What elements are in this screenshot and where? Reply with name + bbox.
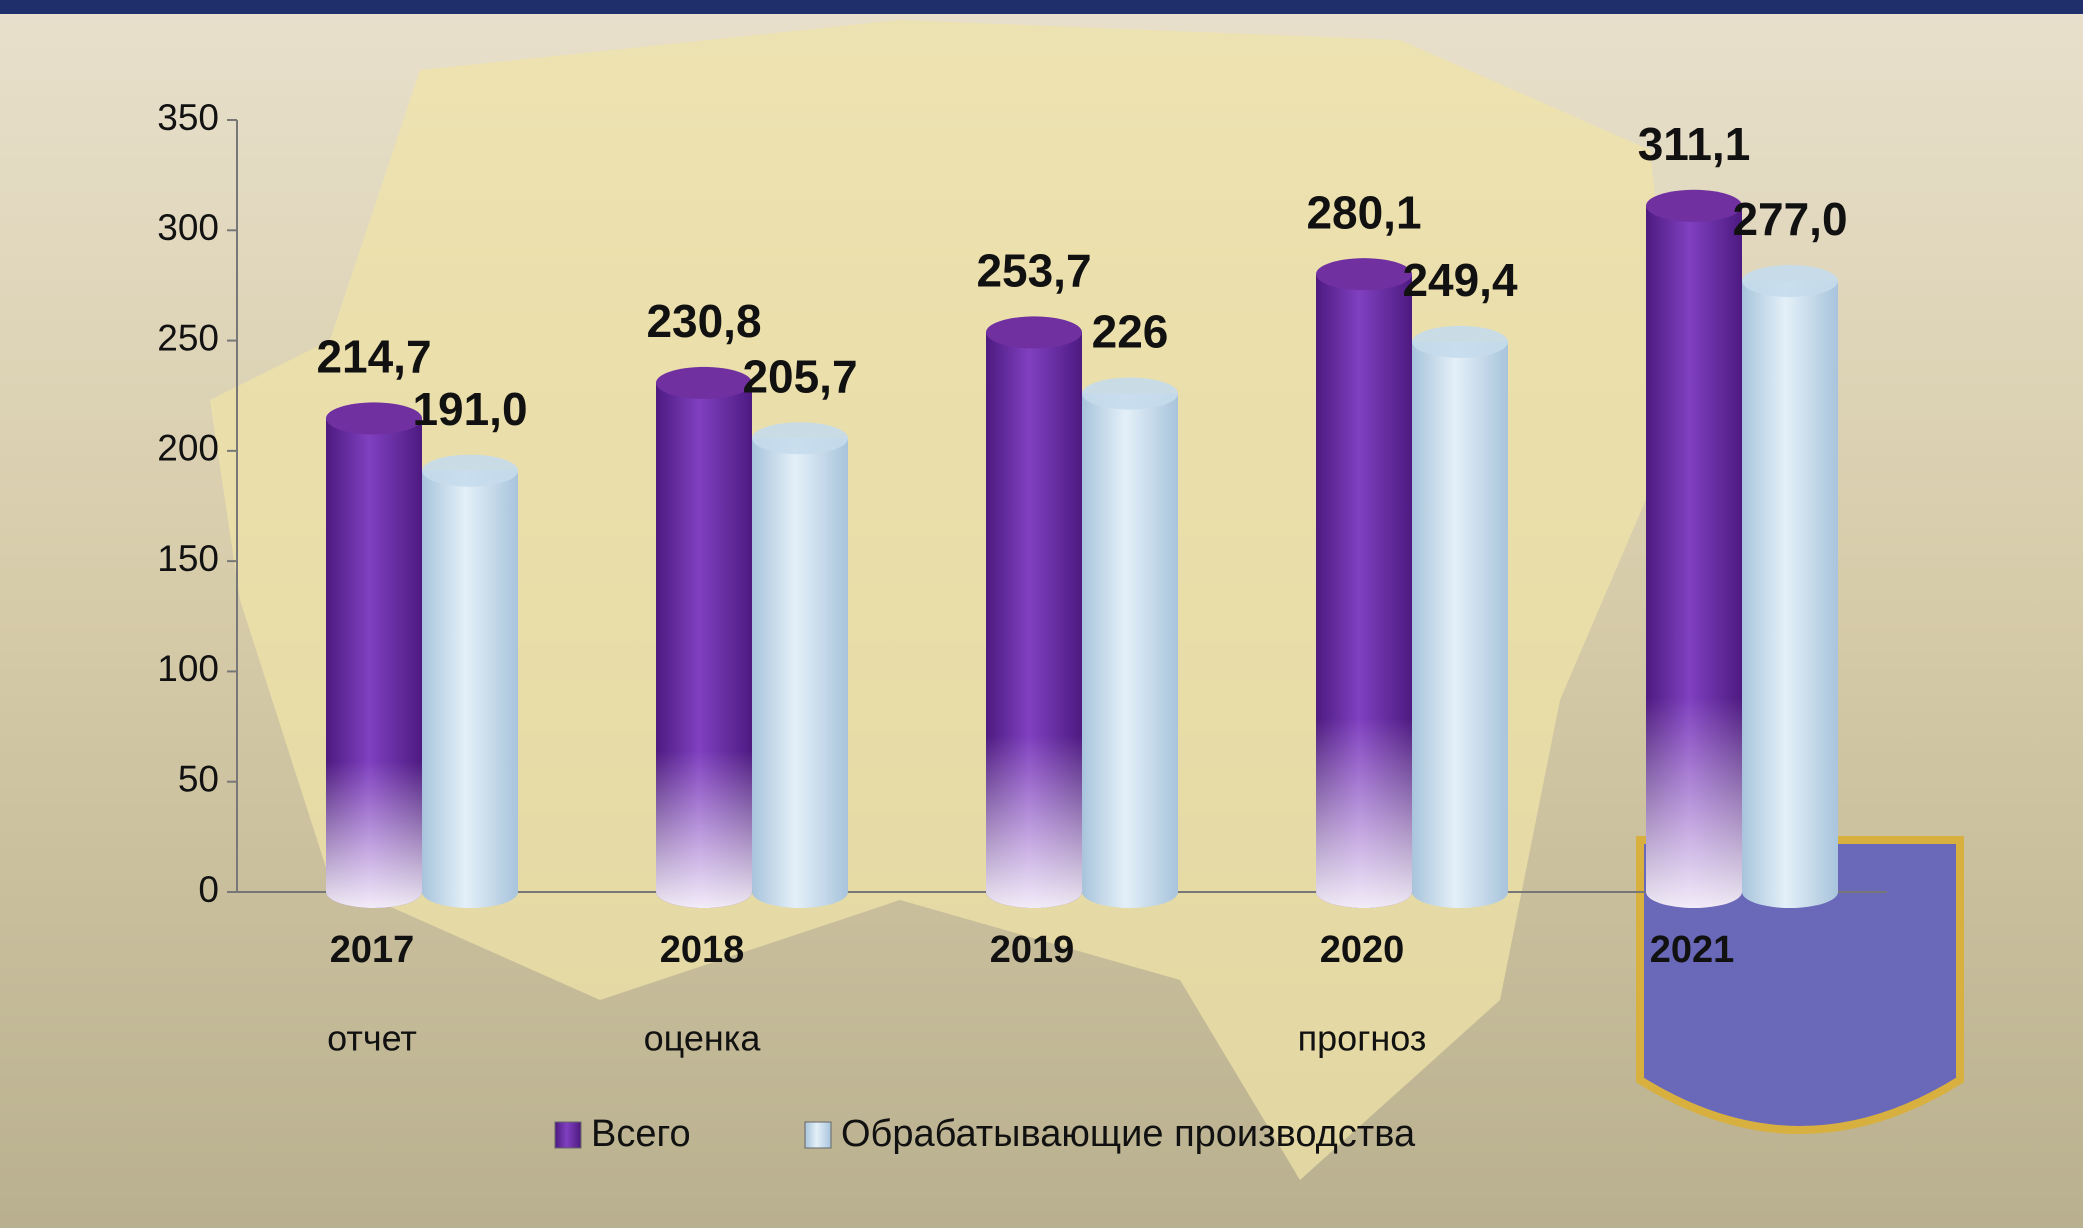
top-banner [0, 0, 2083, 14]
category-note: отчет [327, 1018, 417, 1059]
x-tick-label: 2018 [660, 929, 745, 971]
bar-top [326, 402, 422, 435]
bar-fade [656, 382, 752, 908]
bar-top [1646, 189, 1742, 222]
bar [752, 438, 848, 908]
value-label: 311,1 [1638, 118, 1751, 170]
value-label: 280,1 [1306, 186, 1421, 238]
legend-swatch [804, 1121, 832, 1149]
x-tick-label: 2019 [990, 929, 1075, 971]
bar-top [1412, 325, 1508, 358]
legend-swatch [554, 1121, 582, 1149]
bar-top [1316, 258, 1412, 291]
bar [422, 470, 518, 908]
value-label: 249,4 [1402, 254, 1518, 306]
value-label: 191,0 [412, 383, 527, 435]
category-note: оценка [644, 1018, 762, 1059]
y-tick-label: 350 [157, 97, 219, 138]
value-label: 205,7 [742, 350, 857, 402]
value-label: 277,0 [1732, 193, 1847, 245]
bar-top [656, 366, 752, 399]
y-tick-label: 200 [157, 428, 219, 469]
x-tick-label: 2020 [1320, 929, 1405, 971]
bar-top [752, 422, 848, 455]
bar-top [422, 454, 518, 487]
legend-label: Обрабатывающие производства [841, 1113, 1416, 1155]
coat-of-arms [1636, 836, 1964, 1134]
map-shape [210, 20, 1680, 1180]
y-tick-label: 150 [157, 538, 219, 579]
bar-top [1742, 265, 1838, 298]
bar-fade [1316, 274, 1412, 908]
bar-fade [986, 332, 1082, 908]
y-tick-label: 0 [198, 869, 219, 910]
bar [1742, 281, 1838, 908]
value-label: 214,7 [316, 331, 431, 383]
value-label: 226 [1092, 306, 1169, 358]
bar-top [1082, 377, 1178, 410]
y-tick-label: 50 [178, 758, 219, 799]
legend-label: Всего [591, 1113, 691, 1155]
bar-fade [326, 418, 422, 908]
bar [1412, 341, 1508, 908]
category-note: прогноз [1298, 1018, 1427, 1059]
value-label: 230,8 [646, 295, 761, 347]
x-tick-label: 2021 [1650, 929, 1735, 971]
y-tick-label: 100 [157, 648, 219, 689]
y-tick-label: 300 [157, 207, 219, 248]
bar [1082, 393, 1178, 909]
value-label: 253,7 [976, 245, 1091, 297]
bar-top [986, 316, 1082, 349]
x-tick-label: 2017 [330, 929, 415, 971]
y-tick-label: 250 [157, 317, 219, 358]
bar-fade [1646, 205, 1742, 908]
